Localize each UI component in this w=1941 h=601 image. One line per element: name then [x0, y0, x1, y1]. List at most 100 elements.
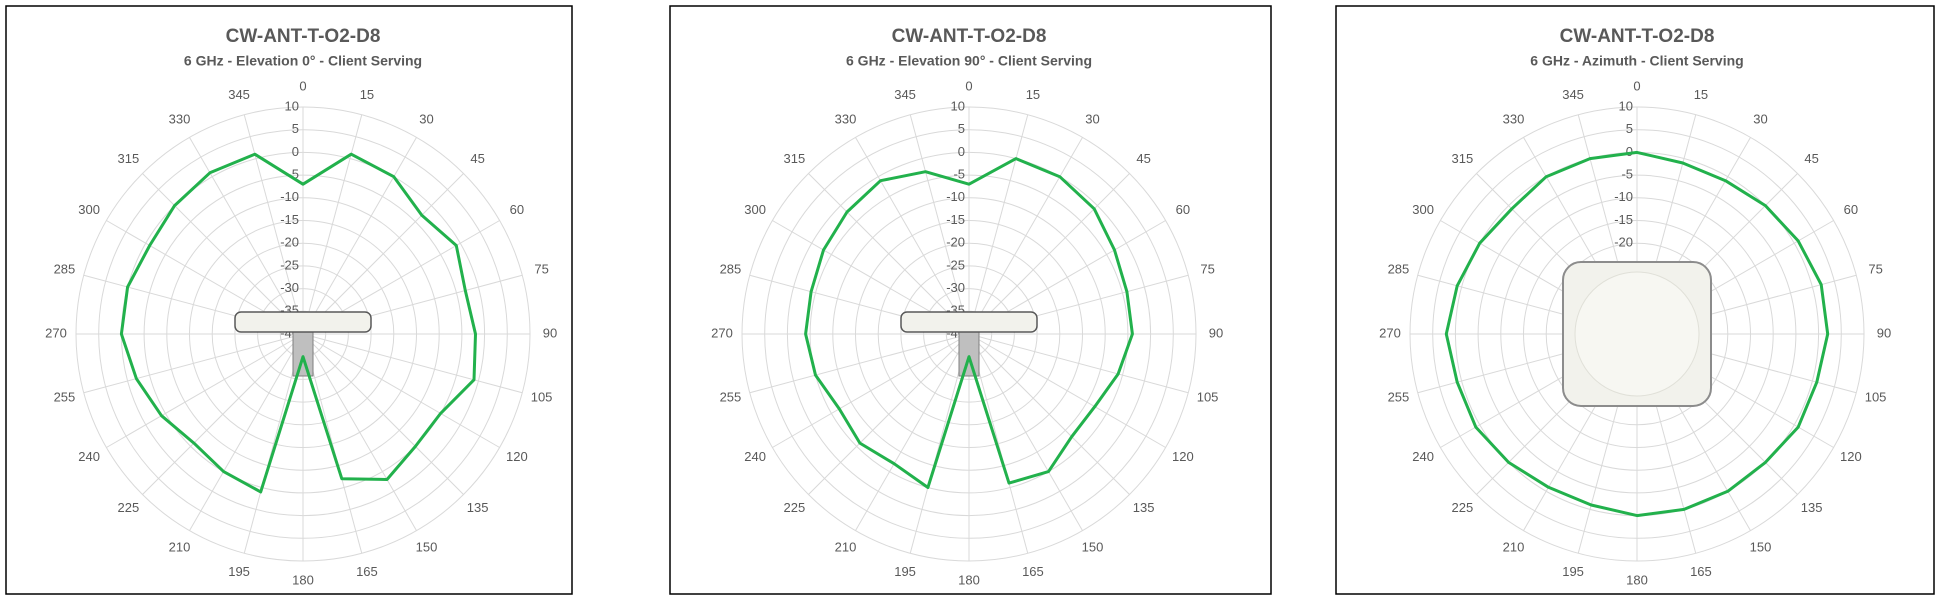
spoke: [772, 333, 970, 448]
device-body: [234, 311, 372, 333]
chart-title: CW-ANT-T-O2-D8: [226, 26, 381, 47]
angle-label: 105: [531, 389, 553, 404]
angle-label: 315: [1451, 151, 1473, 166]
angle-label: 90: [543, 325, 557, 340]
angle-label: 180: [1626, 572, 1648, 587]
radial-tick-label: -20: [1614, 235, 1633, 250]
panel-border: [5, 5, 573, 595]
angle-label: 300: [78, 202, 100, 217]
angle-label: 270: [1379, 325, 1401, 340]
chart-panel: CW-ANT-T-O2-D8 6 GHz - Azimuth - Client S…: [1335, 5, 1935, 595]
radial-tick-label: -10: [946, 189, 965, 204]
angle-label: 270: [45, 325, 67, 340]
radial-tick-label: 10: [1619, 98, 1633, 113]
angle-label: 345: [894, 87, 916, 102]
radial-tick-label: 10: [951, 98, 965, 113]
angle-label: 75: [1200, 262, 1214, 277]
angle-label: 195: [894, 564, 916, 579]
spoke: [968, 333, 1166, 448]
angle-label: 105: [1865, 389, 1887, 404]
spoke: [302, 114, 363, 335]
angle-label: 15: [1694, 87, 1708, 102]
angle-label: 45: [1804, 151, 1818, 166]
device-stem: [958, 329, 980, 377]
spoke: [302, 137, 417, 335]
spoke: [302, 333, 417, 531]
angle-label: 135: [467, 500, 489, 515]
chart-subtitle: 6 GHz - Elevation 0° - Client Serving: [184, 53, 422, 69]
spoke: [808, 173, 970, 335]
spoke: [83, 333, 304, 394]
angle-label: 75: [534, 262, 548, 277]
angle-label: 210: [169, 539, 191, 554]
angle-label: 195: [228, 564, 250, 579]
radial-tick-label: -10: [280, 189, 299, 204]
panel-border: [669, 5, 1272, 595]
angle-label: 240: [78, 449, 100, 464]
angle-label: 150: [1750, 539, 1772, 554]
angle-label: 165: [356, 564, 378, 579]
angle-label: 255: [1388, 389, 1410, 404]
chart-panel: CW-ANT-T-O2-D8 6 GHz - Elevation 90° - Cl…: [669, 5, 1272, 595]
angle-label: 45: [1136, 151, 1150, 166]
angle-label: 120: [1840, 449, 1862, 464]
angle-label: 90: [1209, 325, 1223, 340]
chart-subtitle: 6 GHz - Azimuth - Client Serving: [1530, 53, 1743, 69]
angle-label: 45: [470, 151, 484, 166]
chart-panel: CW-ANT-T-O2-D8 6 GHz - Elevation 0° - Cli…: [5, 5, 573, 595]
angle-label: 270: [711, 325, 733, 340]
angle-label: 285: [1388, 262, 1410, 277]
radial-tick-label: -30: [280, 280, 299, 295]
spoke: [106, 333, 304, 448]
angle-label: 195: [1562, 564, 1584, 579]
angle-label: 30: [1753, 112, 1767, 127]
radial-tick-label: 5: [1626, 121, 1633, 136]
spoke: [243, 114, 304, 335]
spoke: [968, 333, 1189, 394]
radial-tick-label: -15: [946, 212, 965, 227]
chart-title: CW-ANT-T-O2-D8: [892, 26, 1047, 47]
angle-label: 150: [1082, 539, 1104, 554]
angle-label: 315: [117, 151, 139, 166]
angle-label: 180: [292, 572, 314, 587]
spoke: [968, 333, 1130, 495]
radial-tick-label: 0: [292, 144, 299, 159]
angle-label: 60: [1844, 202, 1858, 217]
radial-tick-label: 0: [958, 144, 965, 159]
radial-tick-label: -5: [1621, 167, 1633, 182]
spoke: [189, 137, 304, 335]
spoke: [302, 333, 523, 394]
radial-tick-label: 0: [1626, 144, 1633, 159]
angle-label: 165: [1022, 564, 1044, 579]
angle-label: 15: [360, 87, 374, 102]
angle-label: 105: [1197, 389, 1219, 404]
angle-label: 255: [54, 389, 76, 404]
device-stem: [292, 329, 314, 377]
angle-label: 120: [1172, 449, 1194, 464]
angle-label: 60: [510, 202, 524, 217]
radial-tick-label: -30: [946, 280, 965, 295]
chart-title: CW-ANT-T-O2-D8: [1560, 26, 1715, 47]
spoke: [909, 114, 970, 335]
radial-tick-label: -15: [1614, 212, 1633, 227]
spoke: [808, 333, 970, 495]
spoke: [968, 137, 1083, 335]
angle-label: 60: [1176, 202, 1190, 217]
radial-tick-label: 5: [958, 121, 965, 136]
angle-label: 225: [117, 500, 139, 515]
radial-tick-label: -25: [280, 257, 299, 272]
angle-label: 135: [1133, 500, 1155, 515]
device-body: [900, 311, 1038, 333]
angle-label: 240: [744, 449, 766, 464]
angle-label: 135: [1801, 500, 1823, 515]
radial-tick-label: -10: [1614, 189, 1633, 204]
angle-label: 345: [228, 87, 250, 102]
angle-label: 0: [299, 78, 306, 93]
angle-label: 225: [783, 500, 805, 515]
angle-label: 15: [1026, 87, 1040, 102]
pattern-line: [1444, 150, 1830, 518]
chart-subtitle: 6 GHz - Elevation 90° - Client Serving: [846, 53, 1092, 69]
angle-label: 345: [1562, 87, 1584, 102]
spoke: [302, 333, 464, 495]
